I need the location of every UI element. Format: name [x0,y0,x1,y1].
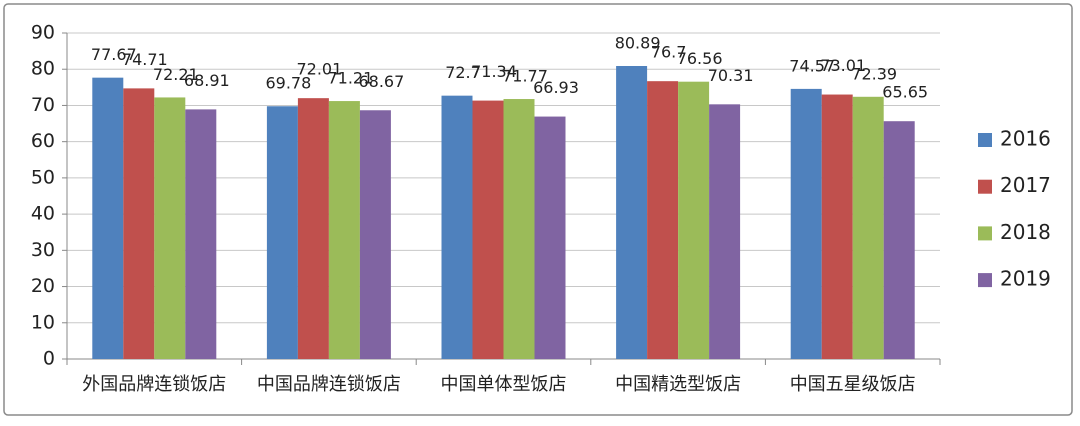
data-label: 69.78 [265,74,311,93]
bar [472,100,504,359]
x-tick-label: 中国精选型饭店 [615,374,741,395]
y-tick-label: 60 [31,130,55,152]
bar [92,77,124,360]
bar [616,65,648,359]
x-tick-label: 外国品牌连锁饭店 [82,374,226,395]
x-tick-label: 中国品牌连锁饭店 [257,374,401,395]
bar [297,98,329,359]
legend-label: 2016 [1000,127,1051,151]
y-tick-label: 40 [31,203,55,225]
legend-label: 2017 [1000,173,1051,197]
y-tick-label: 30 [31,239,55,261]
legend-swatch [978,226,992,241]
data-label: 72.39 [851,64,897,83]
y-tick-label: 80 [31,58,55,80]
data-label: 76.7 [651,43,687,62]
bar [328,101,360,359]
data-label: 66.93 [533,78,579,97]
legend-swatch [978,273,992,288]
y-tick-label: 10 [31,311,55,333]
bar [123,88,155,359]
legend-swatch [978,133,992,147]
y-tick-label: 70 [31,94,55,116]
y-tick-label: 90 [31,22,55,44]
data-label: 74.71 [122,50,168,69]
legend-label: 2019 [1000,267,1051,291]
data-label: 65.65 [882,83,928,102]
bar [678,81,710,359]
bar [821,94,853,359]
data-label: 71.21 [327,69,373,88]
data-label: 74.57 [789,56,835,75]
data-label: 71.34 [471,62,517,81]
bar [709,104,741,359]
legend-label: 2018 [1000,220,1051,244]
bar [534,116,566,359]
data-label: 77.67 [91,45,137,64]
bar [266,106,298,359]
data-label: 80.89 [615,33,661,52]
x-tick-label: 中国五星级饭店 [790,374,916,395]
bar [154,97,186,359]
bar [790,88,822,359]
data-label: 68.67 [358,72,404,91]
bar [852,96,884,360]
data-label: 68.91 [184,71,230,90]
bar [359,110,391,360]
data-label: 71.77 [502,67,548,86]
bar [883,121,915,359]
data-label: 72.21 [153,65,199,84]
data-label: 70.31 [708,66,754,85]
data-label: 73.01 [820,56,866,75]
y-tick-label: 50 [31,166,55,188]
legend-swatch [978,179,992,194]
x-tick-label: 中国单体型饭店 [441,374,567,395]
data-label: 72.7 [445,63,481,82]
bar [185,109,217,359]
y-tick-label: 0 [43,348,55,370]
bar [647,81,679,360]
bar [503,99,535,359]
data-label: 76.56 [677,49,723,68]
y-tick-label: 20 [31,275,55,297]
bar [441,95,473,360]
data-label: 72.01 [296,60,342,79]
